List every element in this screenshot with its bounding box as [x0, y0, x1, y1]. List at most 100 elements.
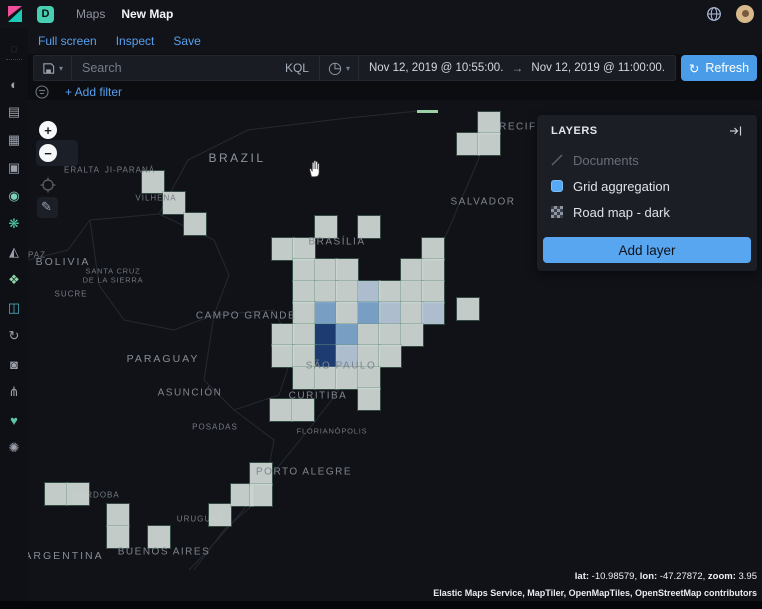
- devtools-icon[interactable]: ⋔: [8, 384, 20, 399]
- layers-panel: LAYERS Documents Grid aggregation Road map…: [537, 115, 757, 271]
- map-label: SALVADOR: [450, 196, 516, 208]
- bottom-strip: [0, 601, 762, 609]
- breadcrumb[interactable]: Maps: [76, 7, 106, 21]
- app-switcher-icon[interactable]: ◌: [10, 40, 18, 56]
- checker-icon: [551, 206, 563, 218]
- draw-tools-icon[interactable]: ✎: [41, 199, 52, 214]
- query-language-toggle[interactable]: KQL: [275, 56, 320, 80]
- layer-label: Road map - dark: [573, 204, 670, 220]
- metrics-icon[interactable]: ❖: [8, 272, 20, 287]
- line-icon: [551, 154, 563, 166]
- grid-cell: [230, 483, 254, 507]
- grid-cell: [292, 344, 316, 368]
- grid-cell: [314, 366, 338, 390]
- grid-cell: [357, 301, 381, 325]
- map-label: PORTO ALEGRE: [256, 466, 352, 478]
- map-label: BRASÍLIA: [308, 236, 366, 248]
- map-label: CURITIBA: [288, 390, 348, 402]
- refresh-button[interactable]: ↻ Refresh: [681, 55, 757, 81]
- page-title: New Map: [121, 7, 174, 21]
- layer-row[interactable]: Grid aggregation: [537, 173, 757, 199]
- map-artifact-dash: [417, 110, 438, 113]
- collapse-panel-icon[interactable]: [729, 125, 743, 137]
- grid-cell: [292, 301, 316, 325]
- chevron-down-icon: ▾: [345, 63, 350, 73]
- saved-query-menu-button[interactable]: ▾: [34, 56, 73, 80]
- arrow-right-icon: →: [511, 61, 524, 75]
- grid-cell: [357, 323, 381, 347]
- crosshair-icon[interactable]: [40, 177, 56, 193]
- map-label: ERALTA: [64, 165, 100, 175]
- add-filter-button[interactable]: + Add filter: [65, 85, 123, 99]
- globe-icon[interactable]: [706, 6, 722, 22]
- layer-label: Documents: [573, 152, 639, 168]
- draw-tools-box: [37, 197, 58, 218]
- uptime-icon[interactable]: ↻: [8, 328, 20, 343]
- save-button[interactable]: Save: [173, 34, 201, 48]
- machine-learning-icon[interactable]: ❋: [8, 216, 20, 231]
- top-navigation-bar: D Maps New Map: [0, 0, 762, 28]
- zoom-out-button[interactable]: −: [39, 144, 57, 162]
- map-label: BUENOS AIRES: [117, 546, 211, 558]
- date-from[interactable]: Nov 12, 2019 @ 10:55:00.: [368, 62, 504, 74]
- monitoring-icon[interactable]: ♥: [10, 412, 18, 428]
- siem-icon[interactable]: ◙: [10, 356, 18, 372]
- grid-cell: [271, 323, 295, 347]
- map-label: RECIFE: [499, 121, 545, 133]
- search-input[interactable]: [72, 56, 275, 80]
- filter-icon[interactable]: [35, 85, 49, 99]
- avatar[interactable]: [736, 5, 754, 23]
- grid-cell: [378, 301, 402, 325]
- grid-cell: [314, 344, 338, 368]
- app-toolbar: Full screen Inspect Save: [28, 28, 762, 54]
- rail-separator: [6, 59, 22, 60]
- grid-cell: [141, 170, 165, 194]
- grid-cell: [249, 483, 273, 507]
- map-label: JI-PARANÁ: [104, 165, 156, 175]
- canvas-icon[interactable]: ▣: [7, 160, 21, 175]
- zoom-in-button[interactable]: +: [39, 121, 57, 139]
- saved-query-icon: [43, 62, 55, 74]
- filter-bar: + Add filter: [35, 84, 122, 100]
- time-quick-menu-button[interactable]: ◷ ▾: [320, 56, 359, 80]
- logs-icon[interactable]: ◫: [7, 300, 21, 315]
- grid-cell: [421, 258, 445, 282]
- hand-cursor-icon: [309, 160, 320, 178]
- graph-icon[interactable]: ◭: [9, 244, 19, 259]
- discover-icon[interactable]: ◐: [10, 76, 18, 92]
- grid-cell: [292, 366, 316, 390]
- map-attribution: Elastic Maps Service, MapTiler, OpenMapT…: [433, 588, 757, 598]
- grid-cell: [400, 301, 424, 325]
- inspect-button[interactable]: Inspect: [115, 34, 155, 48]
- management-icon[interactable]: ✺: [8, 440, 20, 455]
- query-bar: ▾ KQL ◷ ▾ Nov 12, 2019 @ 10:55:00. → Nov…: [33, 55, 676, 81]
- layer-row[interactable]: Road map - dark: [537, 199, 757, 225]
- grid-cell: [271, 344, 295, 368]
- map-label: VILHENA: [135, 193, 177, 203]
- grid-cell: [335, 258, 359, 282]
- grid-cell: [291, 398, 315, 422]
- layers-panel-title: LAYERS: [551, 125, 598, 137]
- full-screen-button[interactable]: Full screen: [38, 34, 97, 48]
- grid-cell: [421, 280, 445, 304]
- map-label: BOLIVIA: [35, 256, 91, 268]
- map-canvas[interactable]: CÓRDOBA URUGUAY BRAZIL SALVADOR RECIFE BRASÍ…: [28, 100, 762, 601]
- visualize-icon[interactable]: ▤: [7, 104, 21, 119]
- grid-cell: [106, 503, 130, 527]
- dashboard-icon[interactable]: ▦: [7, 132, 21, 147]
- grid-cell: [357, 280, 381, 304]
- date-to[interactable]: Nov 12, 2019 @ 11:00:00.: [531, 62, 665, 74]
- sidebar-rail: ◌ ◐ ▤ ▦ ▣ ◉ ❋ ◭ ❖ ◫ ↻ ◙ ⋔ ♥ ✺: [0, 28, 28, 609]
- map-label: URUGUAY: [176, 514, 224, 524]
- map-label: CAMPO GRANDE: [195, 310, 297, 322]
- add-layer-button[interactable]: Add layer: [543, 237, 751, 263]
- grid-cell: [162, 191, 186, 215]
- kibana-logo-icon[interactable]: [6, 5, 24, 23]
- chevron-down-icon: ▾: [59, 63, 64, 73]
- grid-cell: [378, 344, 402, 368]
- space-badge[interactable]: D: [37, 5, 54, 23]
- grid-cell: [292, 258, 316, 282]
- grid-cell: [106, 525, 130, 549]
- maps-icon[interactable]: ◉: [8, 188, 20, 203]
- layer-row[interactable]: Documents: [537, 147, 757, 173]
